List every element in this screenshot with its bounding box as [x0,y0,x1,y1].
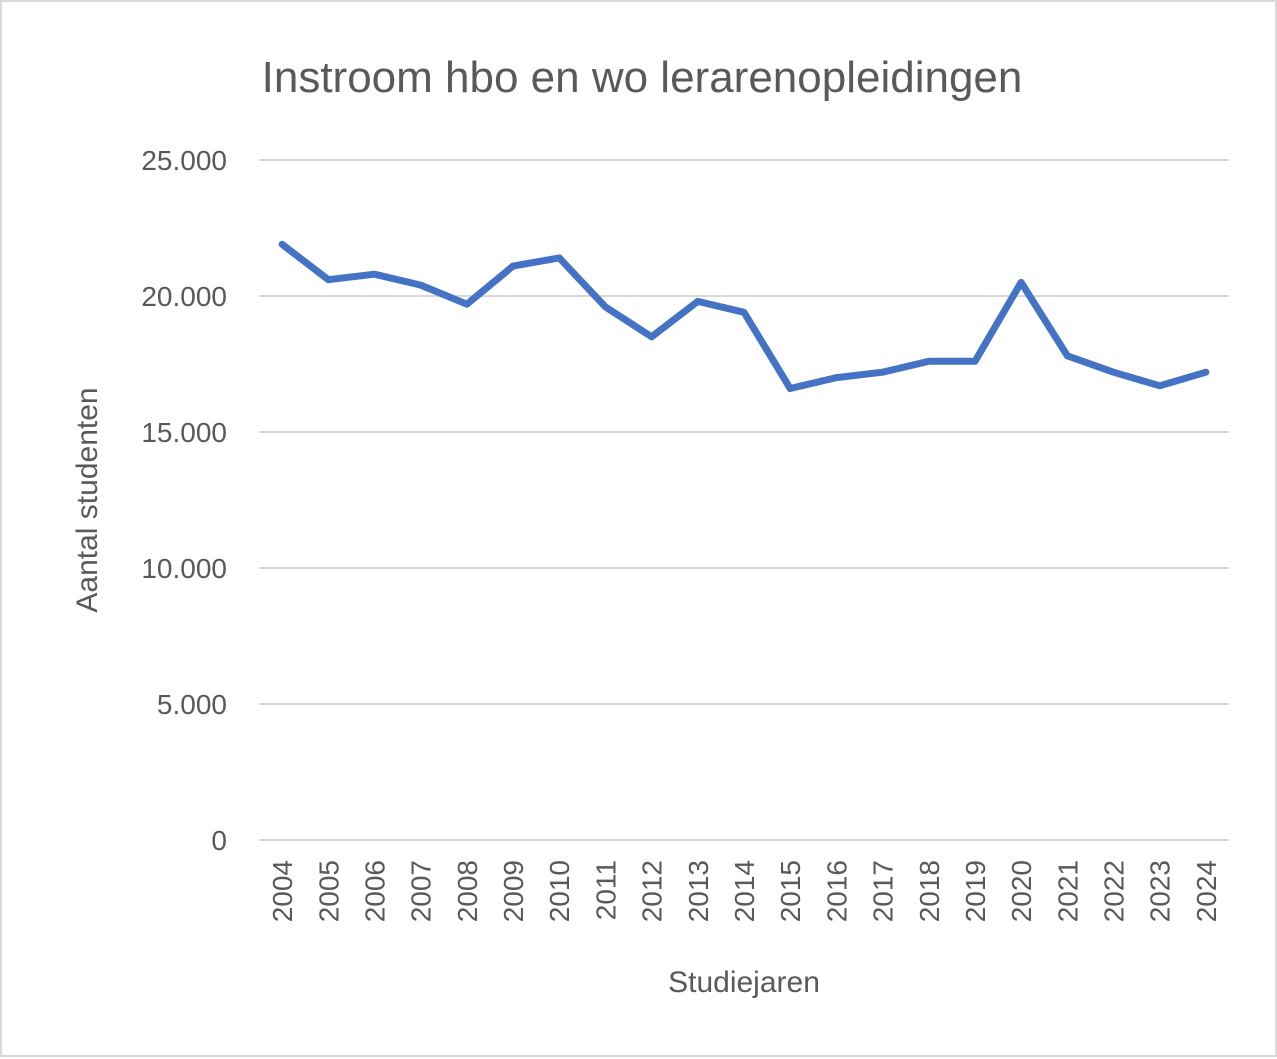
x-tick-label: 2009 [498,860,529,922]
x-tick-label: 2014 [729,860,760,922]
x-tick-label: 2023 [1145,860,1176,922]
x-axis-label: Studiejaren [668,966,820,999]
y-tick-label: 15.000 [141,417,227,448]
x-tick-label: 2018 [914,860,945,922]
y-tick-label: 25.000 [141,145,227,176]
x-tick-label: 2013 [683,860,714,922]
y-tick-label: 5.000 [157,689,227,720]
y-tick-label: 10.000 [141,553,227,584]
x-tick-label: 2021 [1052,860,1083,922]
x-tick-label: 2004 [267,860,298,922]
x-tick-label: 2015 [775,860,806,922]
chart-title: Instroom hbo en wo lerarenopleidingen [262,53,1023,102]
series-layer [278,240,1210,392]
x-tick-label: 2019 [960,860,991,922]
x-tick-label: 2022 [1099,860,1130,922]
x-tick-label: 2011 [590,860,621,920]
series-line-0 [278,240,1210,392]
x-tick-label: 2010 [544,860,575,922]
x-tick-label: 2005 [313,860,344,922]
x-tick-label: 2012 [637,860,668,922]
x-tick-label: 2008 [452,860,483,922]
x-tick-label: 2017 [868,860,899,922]
x-tick-label: 2020 [1006,860,1037,922]
gridlines [259,159,1229,841]
x-tick-label: 2007 [406,860,437,922]
y-tick-label: 20.000 [141,281,227,312]
x-tick-label: 2024 [1191,860,1222,922]
y-axis-ticks: 0 5.000 10.000 15.000 20.000 25.000 [141,145,227,856]
x-tick-label: 2006 [359,860,390,922]
y-axis-label: Aantal studenten [71,387,104,612]
y-tick-label: 0 [211,825,227,856]
x-tick-label: 2016 [821,860,852,922]
x-axis-ticks: 2004 2005 2006 2007 2008 2009 2010 2011 2012 2013… [267,860,1222,922]
